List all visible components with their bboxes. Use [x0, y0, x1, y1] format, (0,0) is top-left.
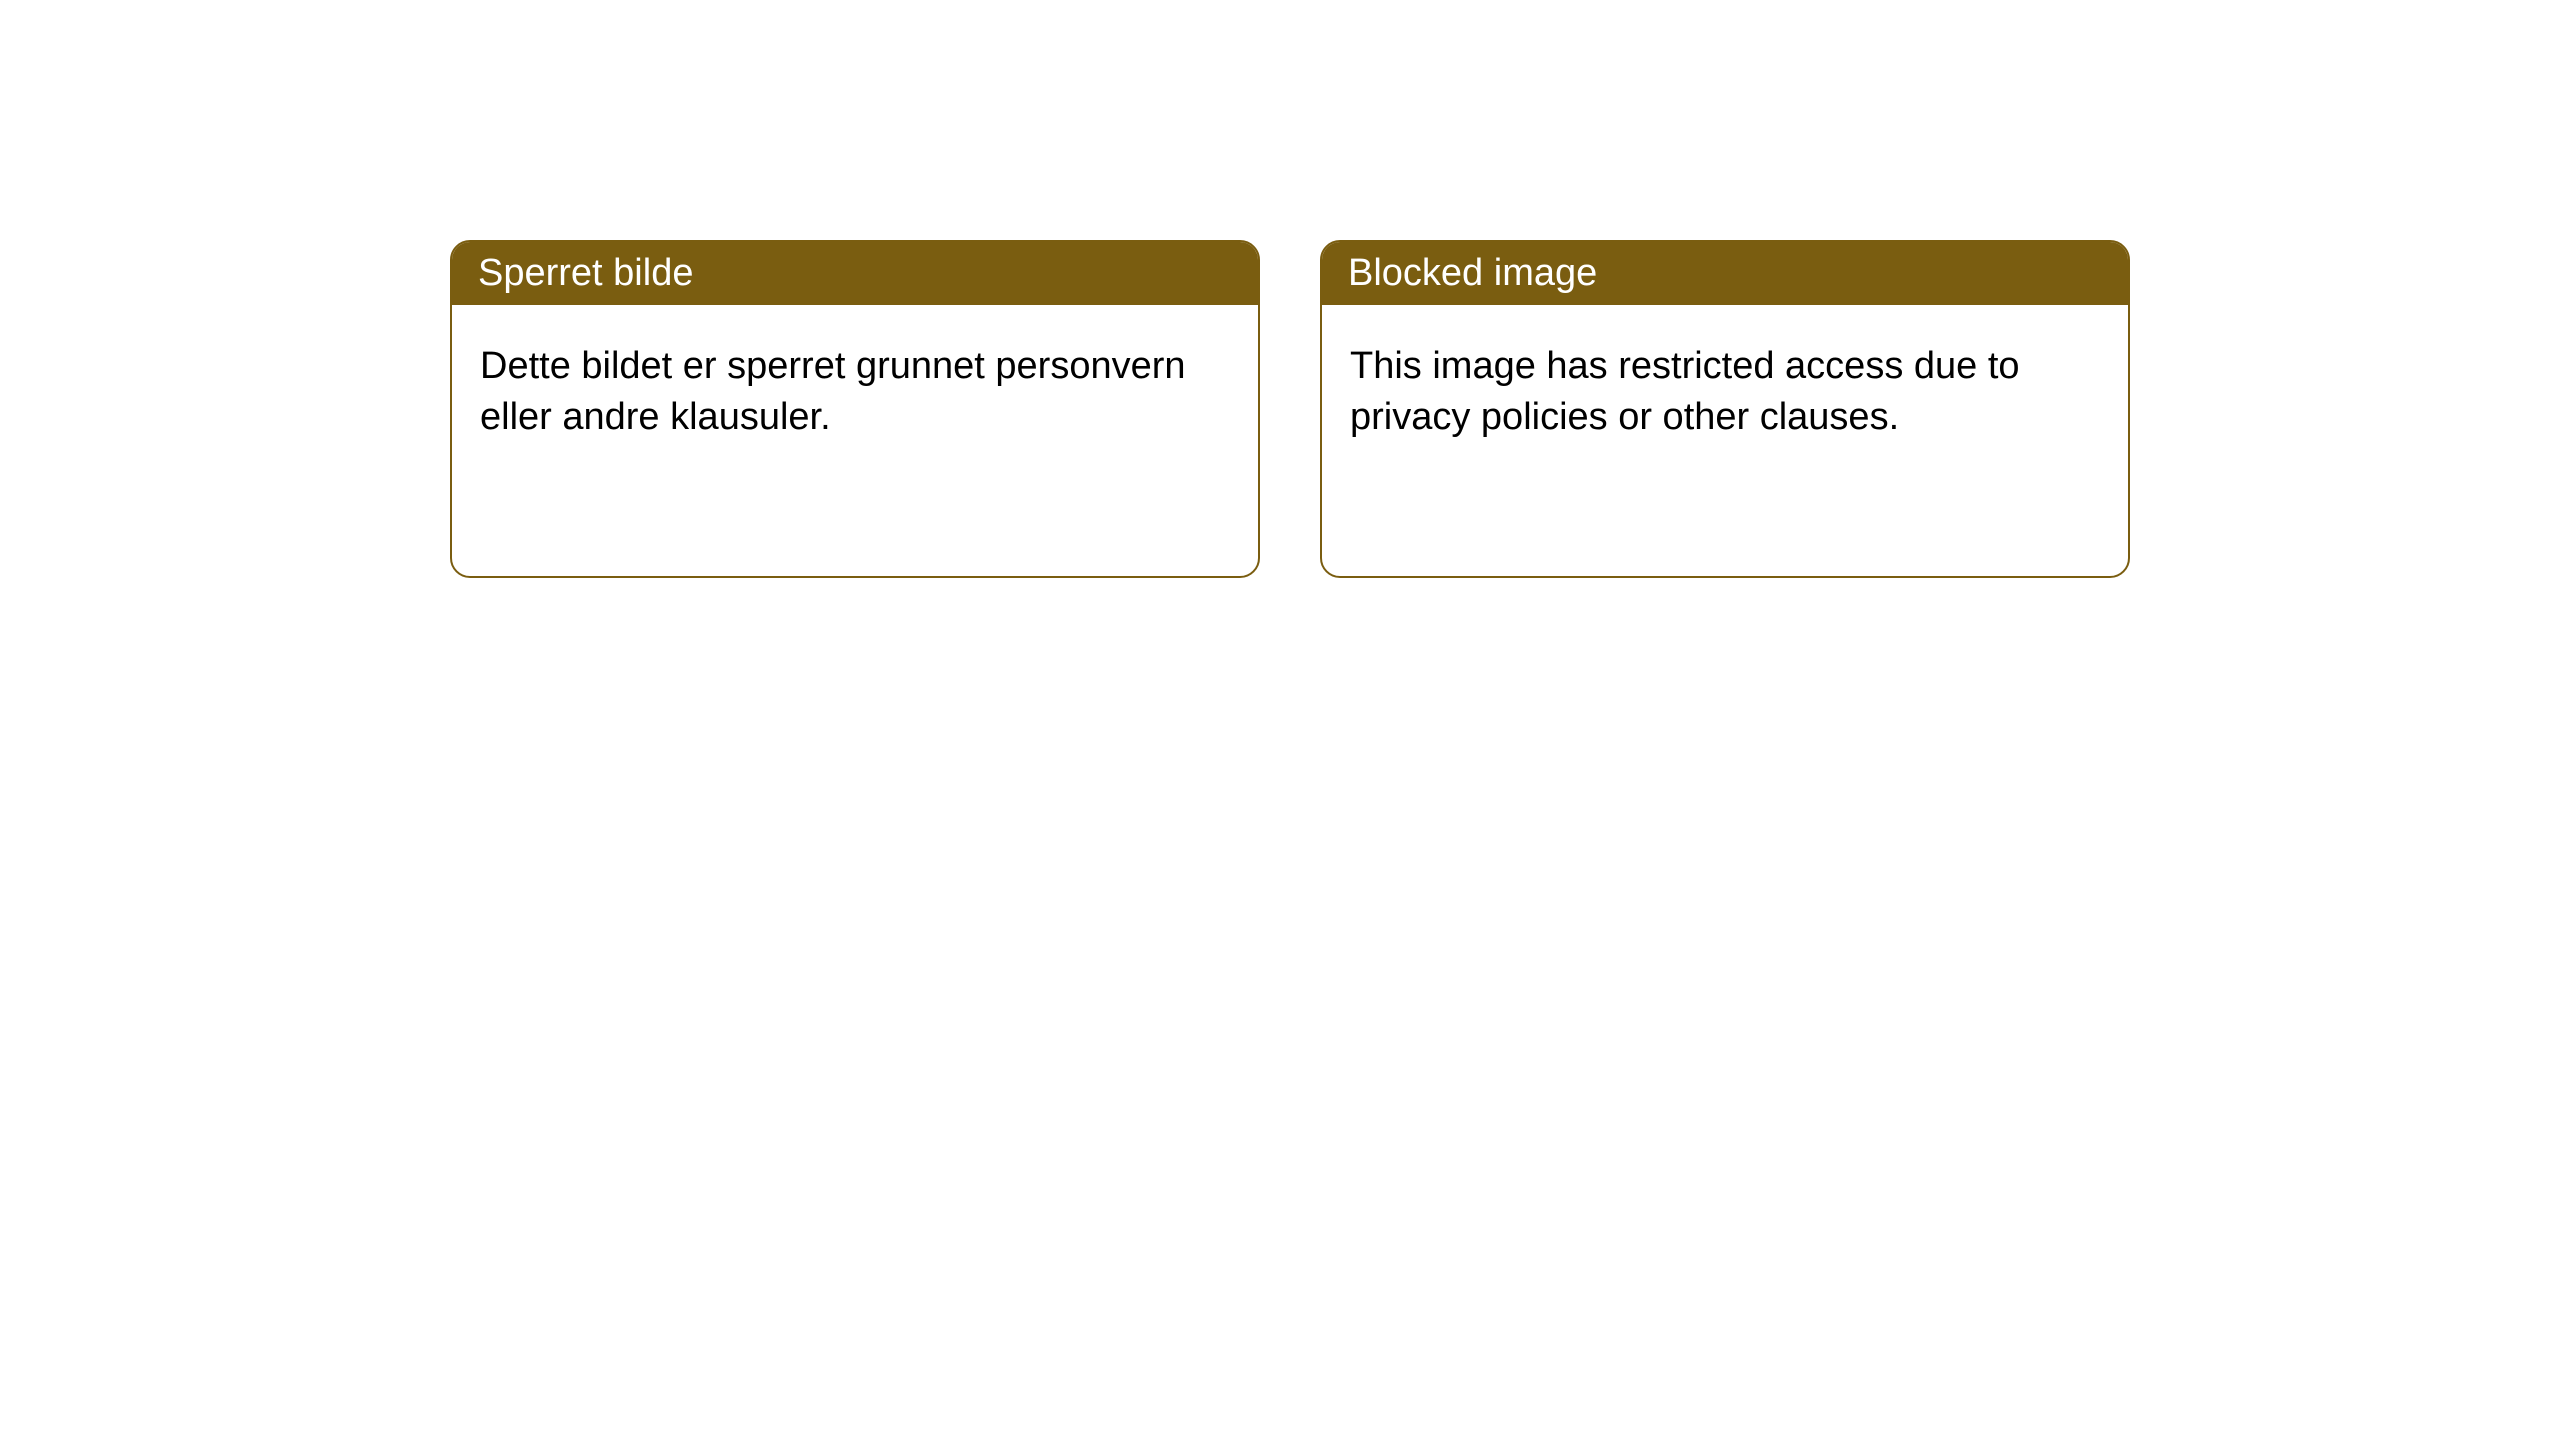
blocked-image-card-no: Sperret bilde Dette bildet er sperret gr… — [450, 240, 1260, 578]
blocked-image-card-en: Blocked image This image has restricted … — [1320, 240, 2130, 578]
card-header-no: Sperret bilde — [452, 242, 1258, 305]
card-body-en: This image has restricted access due to … — [1322, 305, 2128, 480]
card-body-no: Dette bildet er sperret grunnet personve… — [452, 305, 1258, 480]
cards-container: Sperret bilde Dette bildet er sperret gr… — [0, 0, 2560, 578]
card-header-en: Blocked image — [1322, 242, 2128, 305]
